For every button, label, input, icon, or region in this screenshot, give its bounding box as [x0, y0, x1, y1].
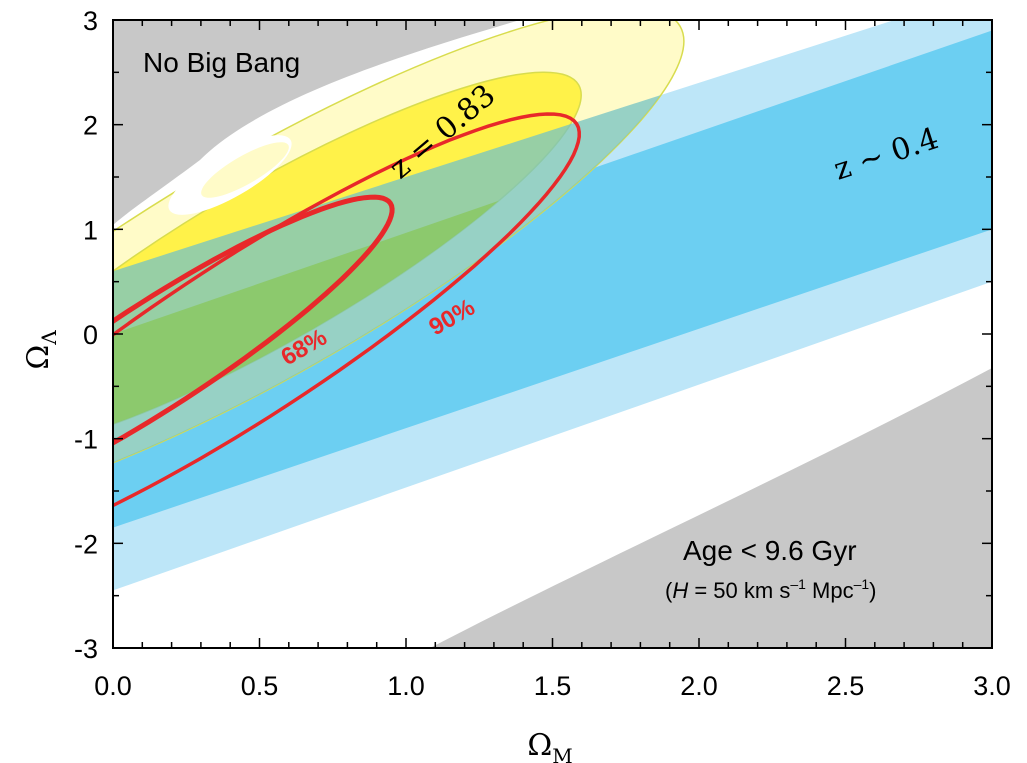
- y-tick-label: 2: [83, 111, 98, 141]
- age-label: Age < 9.6 Gyr: [683, 535, 857, 566]
- tick-marks: [112, 19, 993, 649]
- age-note: (H = 50 km s–1 Mpc–1): [665, 576, 876, 603]
- z083-hole-inner: [201, 142, 289, 198]
- x-tick-label: 0.5: [241, 671, 279, 701]
- plot-area: [113, 20, 992, 648]
- x-axis-title: ΩM: [527, 728, 572, 763]
- x-tick-labels: 0.0 0.5 1.0 1.5 2.0 2.5 3.0: [94, 671, 1011, 701]
- x-tick-label: 0.0: [94, 671, 132, 701]
- y-tick-label: -2: [74, 529, 98, 559]
- contour-68: [113, 194, 395, 446]
- y-tick-labels: 3 2 1 0 -1 -2 -3: [74, 6, 98, 664]
- y-tick-label: 0: [83, 320, 98, 350]
- x-tick-label: 2.0: [680, 671, 718, 701]
- y-tick-label: -3: [74, 634, 98, 664]
- contour-90: [113, 112, 581, 508]
- y-tick-label: 3: [83, 6, 98, 36]
- x-tick-label: 2.5: [827, 671, 865, 701]
- age-limit-region: [430, 368, 992, 648]
- y-tick-label: 1: [83, 215, 98, 245]
- x-tick-label: 3.0: [973, 671, 1011, 701]
- x-tick-label: 1.5: [534, 671, 572, 701]
- no-big-bang-region: [113, 20, 520, 225]
- y-axis-title: ΩΛ: [21, 330, 61, 370]
- x-tick-label: 1.0: [387, 671, 425, 701]
- no-big-bang-label: No Big Bang: [143, 47, 300, 78]
- y-tick-label: -1: [74, 425, 98, 455]
- z04-band-inner: [113, 30, 992, 528]
